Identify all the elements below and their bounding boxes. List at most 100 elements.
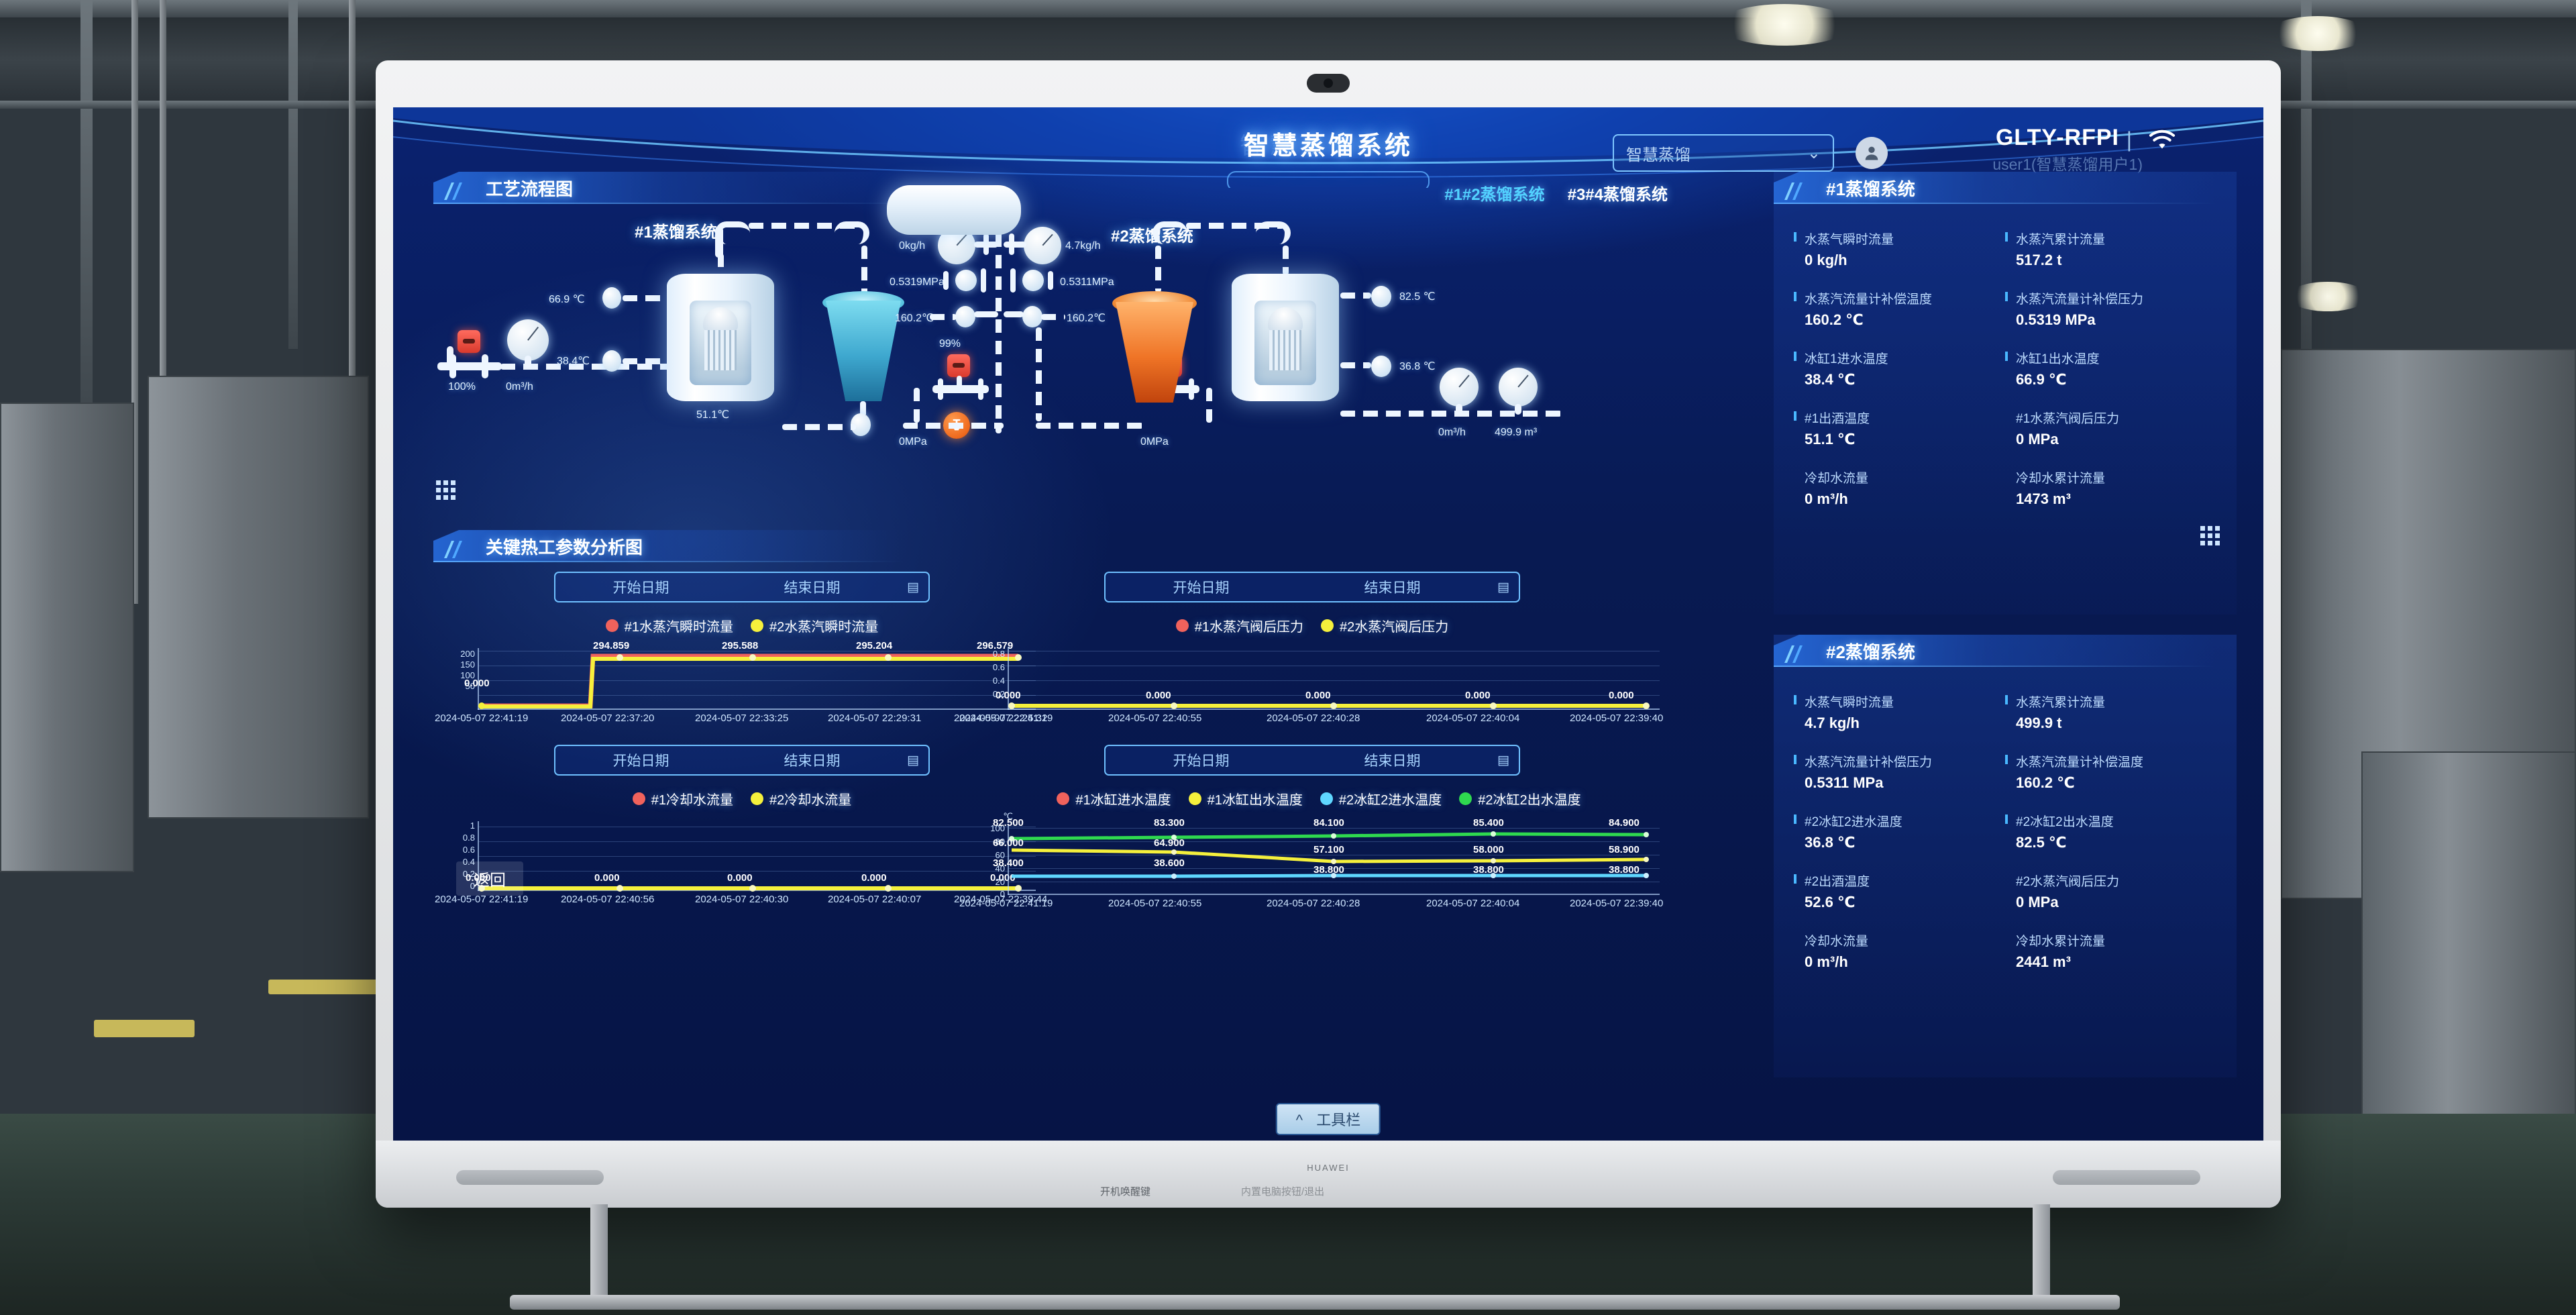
date-range-picker-3[interactable]: 开始日期 结束日期 ▤	[554, 745, 930, 776]
flow-transmitter-icon	[458, 330, 480, 353]
end-date-input-1[interactable]: 结束日期	[784, 580, 841, 596]
cooling-cone-1	[825, 301, 902, 401]
x-axis	[1008, 894, 1660, 895]
date-range-picker-1[interactable]: 开始日期 结束日期 ▤	[554, 572, 930, 602]
steam-pressure-reading-1: 0.5319MPa	[890, 276, 945, 288]
panel-mark-icon	[444, 182, 462, 200]
metric-item: #2出酒温度 52.6 ℃	[1794, 872, 2005, 911]
grid-menu-icon[interactable]	[2200, 526, 2220, 545]
grid-menu-icon[interactable]	[436, 480, 455, 500]
inlet-temp-reading: 38.4℃	[557, 356, 590, 367]
legend-color-swatch	[1188, 792, 1201, 805]
temp-sensor-icon	[955, 306, 975, 327]
side-panel-2-title: #2蒸馏系统	[1826, 642, 1915, 662]
metric-label: #1水蒸汽阀后压力	[2016, 412, 2120, 426]
pipe-elbow	[715, 221, 750, 244]
metric-value: 0 m³/h	[1805, 490, 1848, 507]
start-date-input-3[interactable]: 开始日期	[612, 753, 669, 769]
chart-steam-valve-pressure[interactable]: 0.8 0.6 0.4 0.2 0.000 0.000 0.000 0.000 …	[959, 641, 1674, 729]
date-range-picker-4[interactable]: 开始日期 结束日期 ▤	[1104, 745, 1520, 776]
legend-color-swatch	[605, 619, 619, 632]
system-select[interactable]: 智慧蒸馏 ⌄	[1613, 134, 1834, 172]
title-glow-backdrop: 智慧蒸馏系统	[1240, 134, 1417, 159]
chart-4-lines	[1009, 831, 1649, 879]
data-label: 294.859	[593, 640, 630, 651]
x-tick-label: 2024-05-07 22:39:44	[954, 894, 1048, 905]
pc-exit-button[interactable]: 内置电脑按钮/退出	[1241, 1186, 1325, 1198]
steam-temp-reading-2: 160.2℃	[1067, 313, 1106, 324]
process-flow-title: 工艺流程图	[486, 179, 574, 199]
end-date-input-2[interactable]: 结束日期	[1364, 580, 1421, 596]
metric-item: #1水蒸汽阀后压力 0 MPa	[2005, 409, 2216, 448]
tab-system-1-2[interactable]: #1#2蒸馏系统	[1444, 186, 1545, 204]
legend-item: #2冰缸2进水温度	[1320, 789, 1442, 808]
date-range-picker-2[interactable]: 开始日期 结束日期 ▤	[1104, 572, 1520, 602]
side-panel-system-2: #2蒸馏系统 水蒸气瞬时流量 4.7 kg/h 水蒸汽累计流量 499.9 t …	[1774, 635, 2237, 1077]
start-date-input-4[interactable]: 开始日期	[1173, 753, 1230, 769]
side-panels: #1蒸馏系统 水蒸气瞬时流量 0 kg/h 水蒸汽累计流量 517.2 t 水蒸…	[1774, 172, 2237, 1124]
y-tick-label: 100	[460, 670, 475, 680]
side-panel-2-metrics: 水蒸气瞬时流量 4.7 kg/h 水蒸汽累计流量 499.9 t 水蒸汽流量计补…	[1794, 692, 2216, 971]
calendar-icon[interactable]: ▤	[1497, 580, 1509, 594]
x-tick-label: 2024-05-07 22:25:32	[954, 713, 1048, 724]
legend-label: #2水蒸汽阀后压力	[1340, 620, 1449, 635]
pipe-flange	[1010, 268, 1016, 293]
legend-item: #2水蒸汽瞬时流量	[751, 616, 878, 635]
metric-value: 0.5319 MPa	[2016, 311, 2096, 328]
metric-item: 水蒸汽累计流量 499.9 t	[2005, 692, 2216, 732]
camera-lens-icon	[1324, 78, 1333, 88]
end-date-input-4[interactable]: 结束日期	[1364, 753, 1421, 769]
chart-4-legend: #1冰缸进水温度 #1冰缸出水温度 #2冰缸2进水温度 #2冰缸2出水温度	[963, 789, 1674, 808]
x-tick-label: 2024-05-07 22:33:25	[695, 713, 789, 724]
metric-value: 1473 m³	[2016, 490, 2071, 507]
temp-sensor-icon	[602, 287, 621, 309]
tab-system-3-4[interactable]: #3#4蒸馏系统	[1567, 186, 1668, 204]
metric-item: 冷却水累计流量 1473 m³	[2005, 468, 2216, 508]
calendar-icon[interactable]: ▤	[907, 580, 919, 594]
data-label: 38.800	[1313, 864, 1344, 876]
analysis-chart-panel: 关键热工参数分析图 开始日期 结束日期 ▤ #1水蒸汽瞬时流量 #2水蒸汽瞬时流…	[433, 530, 1809, 1120]
pipe-elbow	[835, 221, 869, 244]
legend-label: #1水蒸汽瞬时流量	[624, 620, 733, 635]
pipe-dashed	[749, 223, 863, 229]
metric-item: #2冰缸2进水温度 36.8 ℃	[1794, 812, 2005, 851]
data-label: 58.000	[1473, 844, 1504, 855]
x-tick-label: 2024-05-07 22:39:40	[1570, 898, 1664, 909]
equipment-rack-left	[148, 376, 369, 819]
pipe-dashed-vertical	[1283, 246, 1289, 275]
start-date-input-2[interactable]: 开始日期	[1173, 580, 1230, 596]
hanging-pipe	[160, 0, 166, 577]
power-wake-button[interactable]: 开机唤醒键	[1100, 1186, 1151, 1198]
toolbar-button[interactable]: ^ 工具栏	[1275, 1103, 1381, 1135]
data-label: 0.000	[1146, 690, 1171, 701]
calendar-icon[interactable]: ▤	[907, 753, 919, 768]
flow-gauge	[507, 319, 549, 361]
data-label: 38.800	[1473, 864, 1504, 876]
chart-tank-water-temperature[interactable]: ℃ 100 80 60 40 20 0	[959, 811, 1674, 914]
metric-item: 水蒸汽流量计补偿压力 0.5319 MPa	[2005, 289, 2216, 329]
cooling-flow-reading: 0m³/h	[506, 381, 533, 392]
pipe-dashed	[903, 423, 1004, 429]
legend-item: #1冷却水流量	[632, 789, 733, 808]
pipe-flange	[978, 378, 983, 400]
device-name: GLTY-RFPI	[1995, 125, 2119, 150]
bezel-top	[376, 60, 2281, 107]
back-button[interactable]: 返回	[456, 861, 523, 896]
metric-label: 水蒸汽流量计补偿温度	[1805, 293, 1933, 307]
y-tick-label: 0.2	[992, 689, 1005, 699]
y-tick-label: 0.6	[992, 662, 1005, 672]
metric-value: 160.2 ℃	[2016, 774, 2075, 791]
calendar-icon[interactable]: ▤	[1497, 753, 1509, 768]
metric-label: #2冰缸2进水温度	[1805, 815, 1902, 829]
avatar[interactable]	[1856, 137, 1888, 169]
chart-1-lines	[478, 653, 1022, 709]
chart-steam-instant-flow[interactable]: 200 150 100 50 0.000 294.859 295.588 295…	[435, 640, 1048, 729]
y-tick-label: 50	[465, 681, 475, 691]
y-tick-label: 200	[460, 649, 475, 659]
pipe-dashed-vertical	[1036, 327, 1042, 421]
chart-2-lines	[1008, 702, 1650, 709]
start-date-input-1[interactable]: 开始日期	[612, 580, 669, 596]
chart-cooling-water-flow[interactable]: 1 0.8 0.6 0.4 0.2 0 0.000 0.000 0.000 0.…	[435, 814, 1048, 908]
end-date-input-3[interactable]: 结束日期	[784, 753, 841, 769]
pipe-stub	[1004, 311, 1024, 317]
